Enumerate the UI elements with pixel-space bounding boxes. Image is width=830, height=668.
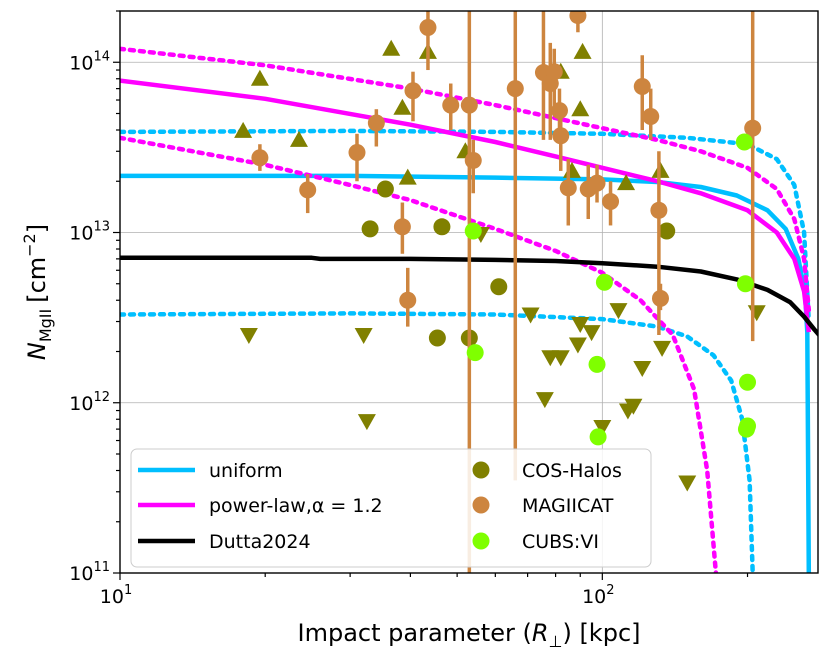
cos-halos-upper-limit	[633, 360, 652, 377]
magiicat-point	[299, 181, 317, 199]
series-line-uniform-lower	[120, 311, 755, 573]
magiicat-point	[651, 289, 669, 307]
legend-label-cos-halos: COS-Halos	[522, 460, 622, 482]
magiicat-point	[393, 218, 411, 236]
cos-halos-upper-limit	[593, 420, 612, 437]
magiicat-point	[464, 151, 482, 169]
cubs-point	[589, 428, 607, 446]
cos-halos-upper-limit	[571, 317, 590, 334]
cos-halos-lower-limit	[617, 174, 636, 191]
cos-halos-point	[428, 329, 446, 347]
cos-halos-upper-limit	[239, 328, 258, 345]
cubs-point	[466, 344, 484, 362]
y-tick-label: 1011	[69, 560, 110, 585]
legend-label-dutta2024: Dutta2024	[209, 531, 311, 553]
y-axis-label-subscript: MgII	[36, 309, 55, 342]
y-tick-label: 1013	[69, 220, 110, 245]
magiicat-point	[251, 149, 269, 167]
cos-halos-upper-limit	[357, 414, 376, 431]
axes-frame	[119, 10, 819, 574]
cos-halos-point	[433, 218, 451, 236]
magiicat-point	[545, 63, 563, 81]
magiicat-point	[569, 11, 587, 25]
y-axis-label-exponent: −2	[20, 233, 39, 257]
legend: uniform power-law,α = 1.2 Dutta2024 COS-Hal…	[130, 448, 652, 568]
cos-halos-lower-limit	[289, 130, 308, 147]
magiicat-point	[633, 78, 651, 96]
cos-halos-upper-limit	[354, 328, 373, 345]
magiicat-point	[506, 80, 524, 98]
magiicat-point	[419, 18, 437, 36]
magiicat-point	[642, 108, 660, 126]
cos-halos-upper-limit	[521, 307, 540, 324]
y-axis-label-unit: [cm	[23, 257, 51, 303]
cos-halos-lower-limit	[250, 69, 269, 86]
cos-halos-upper-limit	[582, 325, 601, 342]
x-axis-label-subscript: ⊥	[549, 632, 563, 651]
x-axis-label: Impact parameter (R⊥) [kpc]	[298, 619, 641, 651]
cubs-point	[737, 420, 755, 438]
legend-marker-cos-halos	[472, 461, 490, 479]
y-axis-label-symbol: N	[23, 342, 51, 360]
cos-halos-upper-limit	[551, 350, 570, 367]
x-axis-label-main: Impact parameter (	[298, 619, 532, 647]
x-tick-label: 102	[582, 583, 614, 608]
cos-halos-upper-limit	[624, 398, 643, 415]
magiicat-point	[588, 174, 606, 192]
cos-halos-lower-limit	[571, 100, 590, 117]
cubs-point	[736, 275, 754, 293]
magiicat-point	[442, 96, 460, 114]
magiicat-point	[460, 96, 478, 114]
legend-label-magiicat: MAGIICAT	[522, 495, 614, 517]
legend-label-cubs-vi: CUBS:VI	[522, 531, 599, 553]
legend-box	[130, 448, 652, 568]
y-tick-label: 1014	[69, 49, 110, 74]
cos-halos-upper-limit	[568, 337, 587, 354]
cos-halos-lower-limit	[382, 39, 401, 56]
cos-halos-point	[361, 220, 379, 238]
legend-marker-cubs-vi	[472, 532, 490, 550]
x-tick-label: 101	[100, 583, 132, 608]
cos-halos-upper-limit	[653, 340, 672, 357]
axis-ticks: 101 102 1011 1012 1013 1014	[69, 10, 749, 608]
cos-halos-point	[376, 180, 394, 198]
magiicat-point	[602, 193, 620, 211]
cos-halos-upper-limit	[609, 303, 628, 320]
series-line-power-law-lower	[120, 135, 719, 573]
cubs-point	[588, 355, 606, 373]
y-axis-label-close: ]	[23, 224, 51, 233]
x-axis-label-symbol: R	[532, 619, 549, 647]
cos-halos-lower-limit	[234, 121, 253, 138]
cos-halos-lower-limit	[573, 42, 592, 59]
magiicat-point	[552, 127, 570, 145]
magiicat-point	[550, 102, 568, 120]
y-axis-label: NMgII [cm−2]	[20, 224, 55, 360]
plot-area	[120, 11, 818, 573]
magiicat-point	[399, 291, 417, 309]
cos-halos-point	[658, 222, 676, 240]
series-line-uniform-upper	[120, 128, 812, 324]
y-tick-label: 1012	[69, 390, 110, 415]
cos-halos-lower-limit	[393, 98, 412, 115]
magiicat-point	[404, 82, 422, 100]
cubs-point	[735, 133, 753, 151]
x-axis-label-tail: ) [kpc]	[562, 619, 640, 647]
magiicat-point	[348, 144, 366, 162]
cos-halos-upper-limit	[535, 392, 554, 409]
magiicat-point	[744, 119, 762, 137]
legend-label-uniform: uniform	[209, 460, 283, 482]
cubs-point	[595, 273, 613, 291]
cos-halos-point	[490, 278, 508, 296]
cubs-point	[739, 373, 757, 391]
cos-halos-upper-limit	[678, 475, 697, 492]
magiicat-point	[559, 179, 577, 197]
magiicat-point	[367, 114, 385, 132]
magiicat-point	[650, 201, 668, 219]
cubs-point	[464, 222, 482, 240]
legend-label-power-law-1-2: power-law,α = 1.2	[209, 495, 383, 517]
cos-halos-lower-limit	[398, 168, 417, 185]
legend-marker-magiicat	[472, 496, 490, 514]
